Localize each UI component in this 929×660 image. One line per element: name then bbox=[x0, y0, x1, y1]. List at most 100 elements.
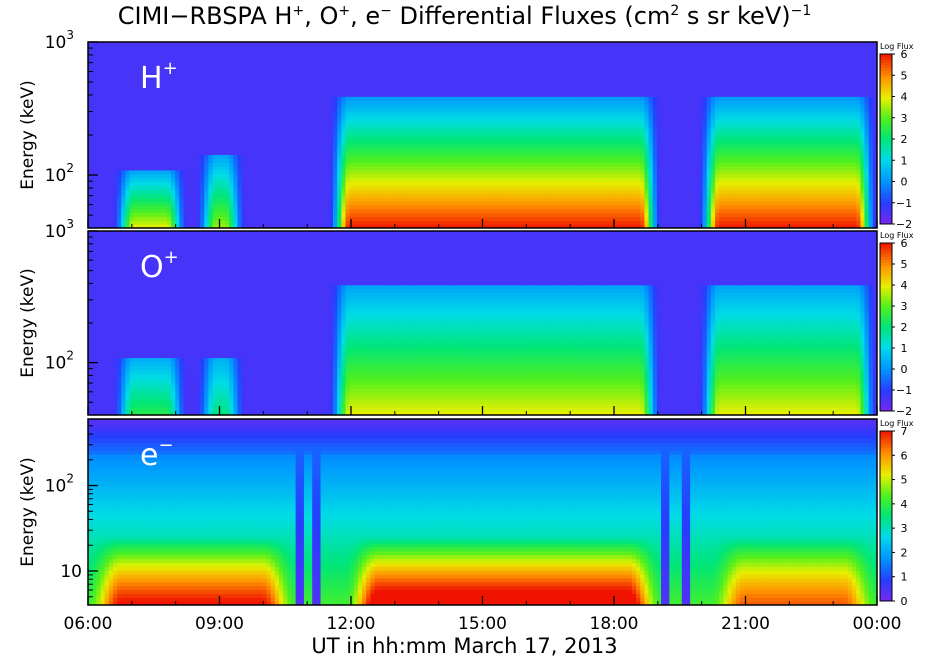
heatmap-cell bbox=[191, 224, 197, 228]
heatmap-cell bbox=[507, 154, 513, 159]
heatmap-cell bbox=[515, 146, 521, 152]
heatmap-cell bbox=[212, 104, 218, 109]
heatmap-cell bbox=[291, 193, 297, 198]
heatmap-cell bbox=[216, 69, 222, 74]
heatmap-cell bbox=[503, 166, 509, 171]
heatmap-cell bbox=[270, 169, 276, 175]
heatmap-cell bbox=[129, 131, 135, 136]
heatmap-cell bbox=[445, 146, 450, 152]
heatmap-cell bbox=[279, 69, 284, 74]
heatmap-cell bbox=[112, 185, 118, 190]
heatmap-cell bbox=[403, 154, 409, 159]
heatmap-cell bbox=[279, 76, 284, 82]
heatmap-cell bbox=[349, 76, 355, 82]
heatmap-cell bbox=[316, 181, 322, 186]
heatmap-cell bbox=[179, 200, 185, 206]
heatmap-cell bbox=[490, 200, 496, 206]
heatmap-cell bbox=[266, 173, 272, 179]
heatmap-cell bbox=[137, 42, 143, 47]
heatmap-cell bbox=[104, 61, 110, 66]
heatmap-cell bbox=[499, 169, 504, 175]
heatmap-cell bbox=[191, 150, 197, 155]
heatmap-cell bbox=[428, 57, 434, 62]
heatmap-cell bbox=[432, 61, 438, 66]
heatmap-cell bbox=[320, 92, 326, 97]
heatmap-cell bbox=[237, 84, 243, 90]
heatmap-cell bbox=[474, 53, 479, 59]
heatmap-cell bbox=[195, 104, 201, 109]
heatmap-cell bbox=[503, 127, 509, 132]
heatmap-cell bbox=[407, 88, 413, 93]
heatmap-cell bbox=[386, 158, 392, 163]
heatmap-cell bbox=[333, 69, 338, 74]
heatmap-cell bbox=[503, 135, 509, 140]
heatmap-cell bbox=[474, 224, 479, 228]
heatmap-cell bbox=[370, 185, 376, 190]
heatmap-cell bbox=[308, 162, 313, 167]
heatmap-cell bbox=[212, 197, 218, 202]
heatmap-cell bbox=[146, 57, 151, 62]
heatmap-cell bbox=[108, 123, 114, 128]
heatmap-cell bbox=[320, 224, 326, 228]
heatmap-cell bbox=[225, 224, 230, 228]
heatmap-cell bbox=[225, 146, 230, 152]
heatmap-cell bbox=[407, 216, 413, 221]
heatmap-cell bbox=[262, 119, 268, 124]
heatmap-cell bbox=[465, 80, 471, 86]
heatmap-cell bbox=[141, 80, 147, 86]
heatmap-cell bbox=[121, 96, 126, 101]
heatmap-cell bbox=[158, 131, 164, 136]
heatmap-cell bbox=[162, 224, 168, 228]
heatmap-cell bbox=[200, 169, 205, 175]
heatmap-cell bbox=[490, 146, 496, 152]
heatmap-cell bbox=[511, 49, 517, 55]
heatmap-cell bbox=[270, 127, 276, 132]
heatmap-cell bbox=[200, 57, 205, 62]
heatmap-cell bbox=[416, 216, 421, 221]
heatmap-cell bbox=[175, 88, 180, 93]
heatmap-cell bbox=[183, 216, 189, 221]
heatmap-cell bbox=[362, 88, 367, 93]
heatmap-cell bbox=[92, 88, 97, 93]
heatmap-cell bbox=[100, 127, 106, 132]
heatmap-cell bbox=[112, 107, 118, 113]
heatmap-cell bbox=[216, 158, 222, 163]
heatmap-cell bbox=[424, 197, 430, 202]
heatmap-cell bbox=[158, 173, 164, 179]
heatmap-cell bbox=[345, 185, 351, 190]
heatmap-cell bbox=[92, 212, 97, 217]
heatmap-cell bbox=[337, 220, 342, 225]
heatmap-cell bbox=[96, 197, 102, 202]
heatmap-cell bbox=[511, 84, 517, 90]
heatmap-cell bbox=[333, 131, 338, 136]
heatmap-cell bbox=[150, 166, 156, 171]
heatmap-cell bbox=[391, 224, 396, 228]
heatmap-cell bbox=[270, 185, 276, 190]
heatmap-cell bbox=[262, 146, 268, 152]
heatmap-cell bbox=[308, 146, 313, 152]
heatmap-cell bbox=[474, 212, 479, 217]
heatmap-cell bbox=[166, 166, 172, 171]
heatmap-cell bbox=[432, 154, 438, 159]
heatmap-cell bbox=[283, 88, 288, 93]
title-sup: −1 bbox=[791, 3, 812, 19]
heatmap-cell bbox=[283, 224, 288, 228]
heatmap-cell bbox=[312, 61, 317, 66]
heatmap-cell bbox=[445, 224, 450, 228]
heatmap-cell bbox=[357, 135, 363, 140]
heatmap-cell bbox=[254, 173, 259, 179]
heatmap-cell bbox=[158, 189, 164, 194]
heatmap-cell bbox=[461, 88, 467, 93]
heatmap-cell bbox=[507, 158, 513, 163]
heatmap-cell bbox=[117, 53, 122, 59]
heatmap-cell bbox=[183, 45, 189, 51]
heatmap-cell bbox=[382, 173, 388, 179]
heatmap-cell bbox=[121, 197, 126, 202]
title-text: , e bbox=[350, 2, 380, 30]
heatmap-cell bbox=[470, 135, 475, 140]
heatmap-cell bbox=[187, 57, 193, 62]
heatmap-cell bbox=[299, 96, 305, 101]
heatmap-cell bbox=[171, 96, 176, 101]
heatmap-cell bbox=[341, 197, 347, 202]
heatmap-cell bbox=[270, 107, 276, 113]
